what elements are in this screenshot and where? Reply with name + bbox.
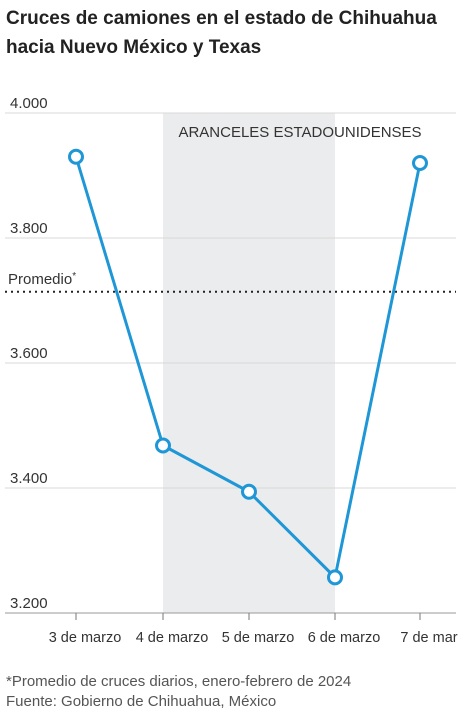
data-point <box>412 155 428 171</box>
x-tick-label: 3 de marzo <box>49 630 122 646</box>
y-tick-label: 3.200 <box>10 595 48 612</box>
chart-title: Cruces de camiones en el estado de Chihu… <box>6 8 437 58</box>
average-label: Promedio* <box>8 271 76 288</box>
x-tick-label: 4 de marzo <box>136 630 209 646</box>
data-point <box>155 437 171 454</box>
data-point <box>327 569 343 586</box>
y-tick-label: 4.000 <box>10 95 48 112</box>
data-point <box>241 483 257 500</box>
y-tick-label: 3.600 <box>10 345 48 362</box>
y-tick-label: 3.400 <box>10 470 48 487</box>
y-tick-label: 3.800 <box>10 220 48 237</box>
x-tick-label: 5 de marzo <box>222 630 295 646</box>
footnote-text: *Promedio de cruces diarios, enero-febre… <box>6 673 352 690</box>
x-tick-label: 7 de mar <box>400 630 457 646</box>
tariff-band-label: ARANCELES ESTADOUNIDENSES <box>178 124 421 141</box>
source-text: Fuente: Gobierno de Chihuahua, México <box>6 693 277 710</box>
source-note: Fuente: Gobierno de Chihuahua, México <box>6 692 456 712</box>
x-tick-label: 6 de marzo <box>308 630 381 646</box>
data-point <box>68 148 84 165</box>
footnote: *Promedio de cruces diarios, enero-febre… <box>6 672 456 692</box>
